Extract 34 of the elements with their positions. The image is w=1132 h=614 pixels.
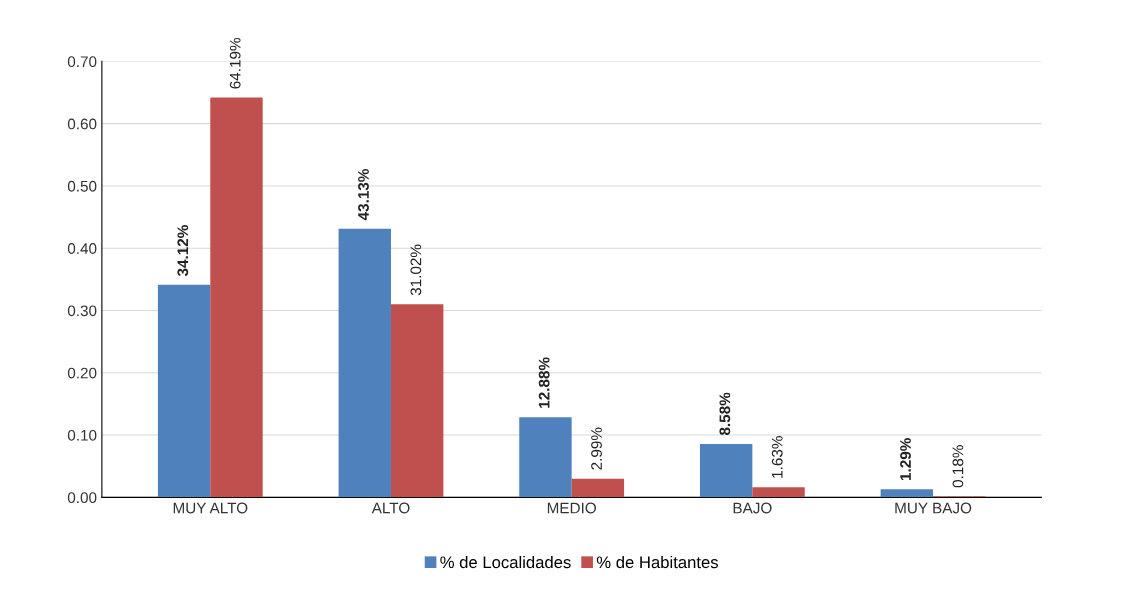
- y-tick-label: 0.70: [67, 56, 97, 68]
- y-tick-label: 0.20: [67, 367, 97, 379]
- y-tick-label: 0.10: [67, 429, 97, 441]
- data-label: 64.19%: [229, 37, 241, 89]
- legend-label: % de Habitantes: [596, 555, 718, 569]
- data-label: 1.29%: [900, 438, 911, 481]
- x-tick-label: MUY ALTO: [173, 502, 248, 514]
- x-tick-label: BAJO: [733, 502, 772, 514]
- bar: [338, 228, 391, 498]
- y-tick-label: 0.60: [67, 118, 97, 130]
- x-tick-label: MEDIO: [547, 502, 596, 514]
- bar: [752, 487, 805, 498]
- bar: [571, 478, 625, 498]
- y-tick-label: 0.00: [67, 492, 97, 504]
- data-label: 1.63%: [771, 436, 783, 478]
- bar: [390, 304, 444, 498]
- y-tick-label: 0.30: [67, 305, 97, 317]
- data-label: 43.13%: [358, 168, 369, 221]
- bar: [210, 97, 263, 498]
- data-label: 0.18%: [952, 445, 964, 488]
- data-label: 2.99%: [591, 427, 602, 470]
- bar: [157, 284, 211, 498]
- data-label: 8.58%: [719, 392, 731, 436]
- bar: [880, 489, 934, 498]
- data-label: 12.88%: [538, 357, 550, 408]
- legend-label: % de Localidades: [440, 555, 571, 569]
- x-tick-label: MUY BAJO: [895, 502, 972, 514]
- bar: [519, 417, 572, 498]
- y-tick-label: 0.50: [67, 180, 97, 192]
- bar: [699, 443, 753, 498]
- y-tick-label: 0.40: [67, 243, 97, 254]
- data-label: 34.12%: [177, 225, 189, 277]
- data-label: 31.02%: [410, 244, 422, 296]
- x-tick-label: ALTO: [371, 502, 410, 514]
